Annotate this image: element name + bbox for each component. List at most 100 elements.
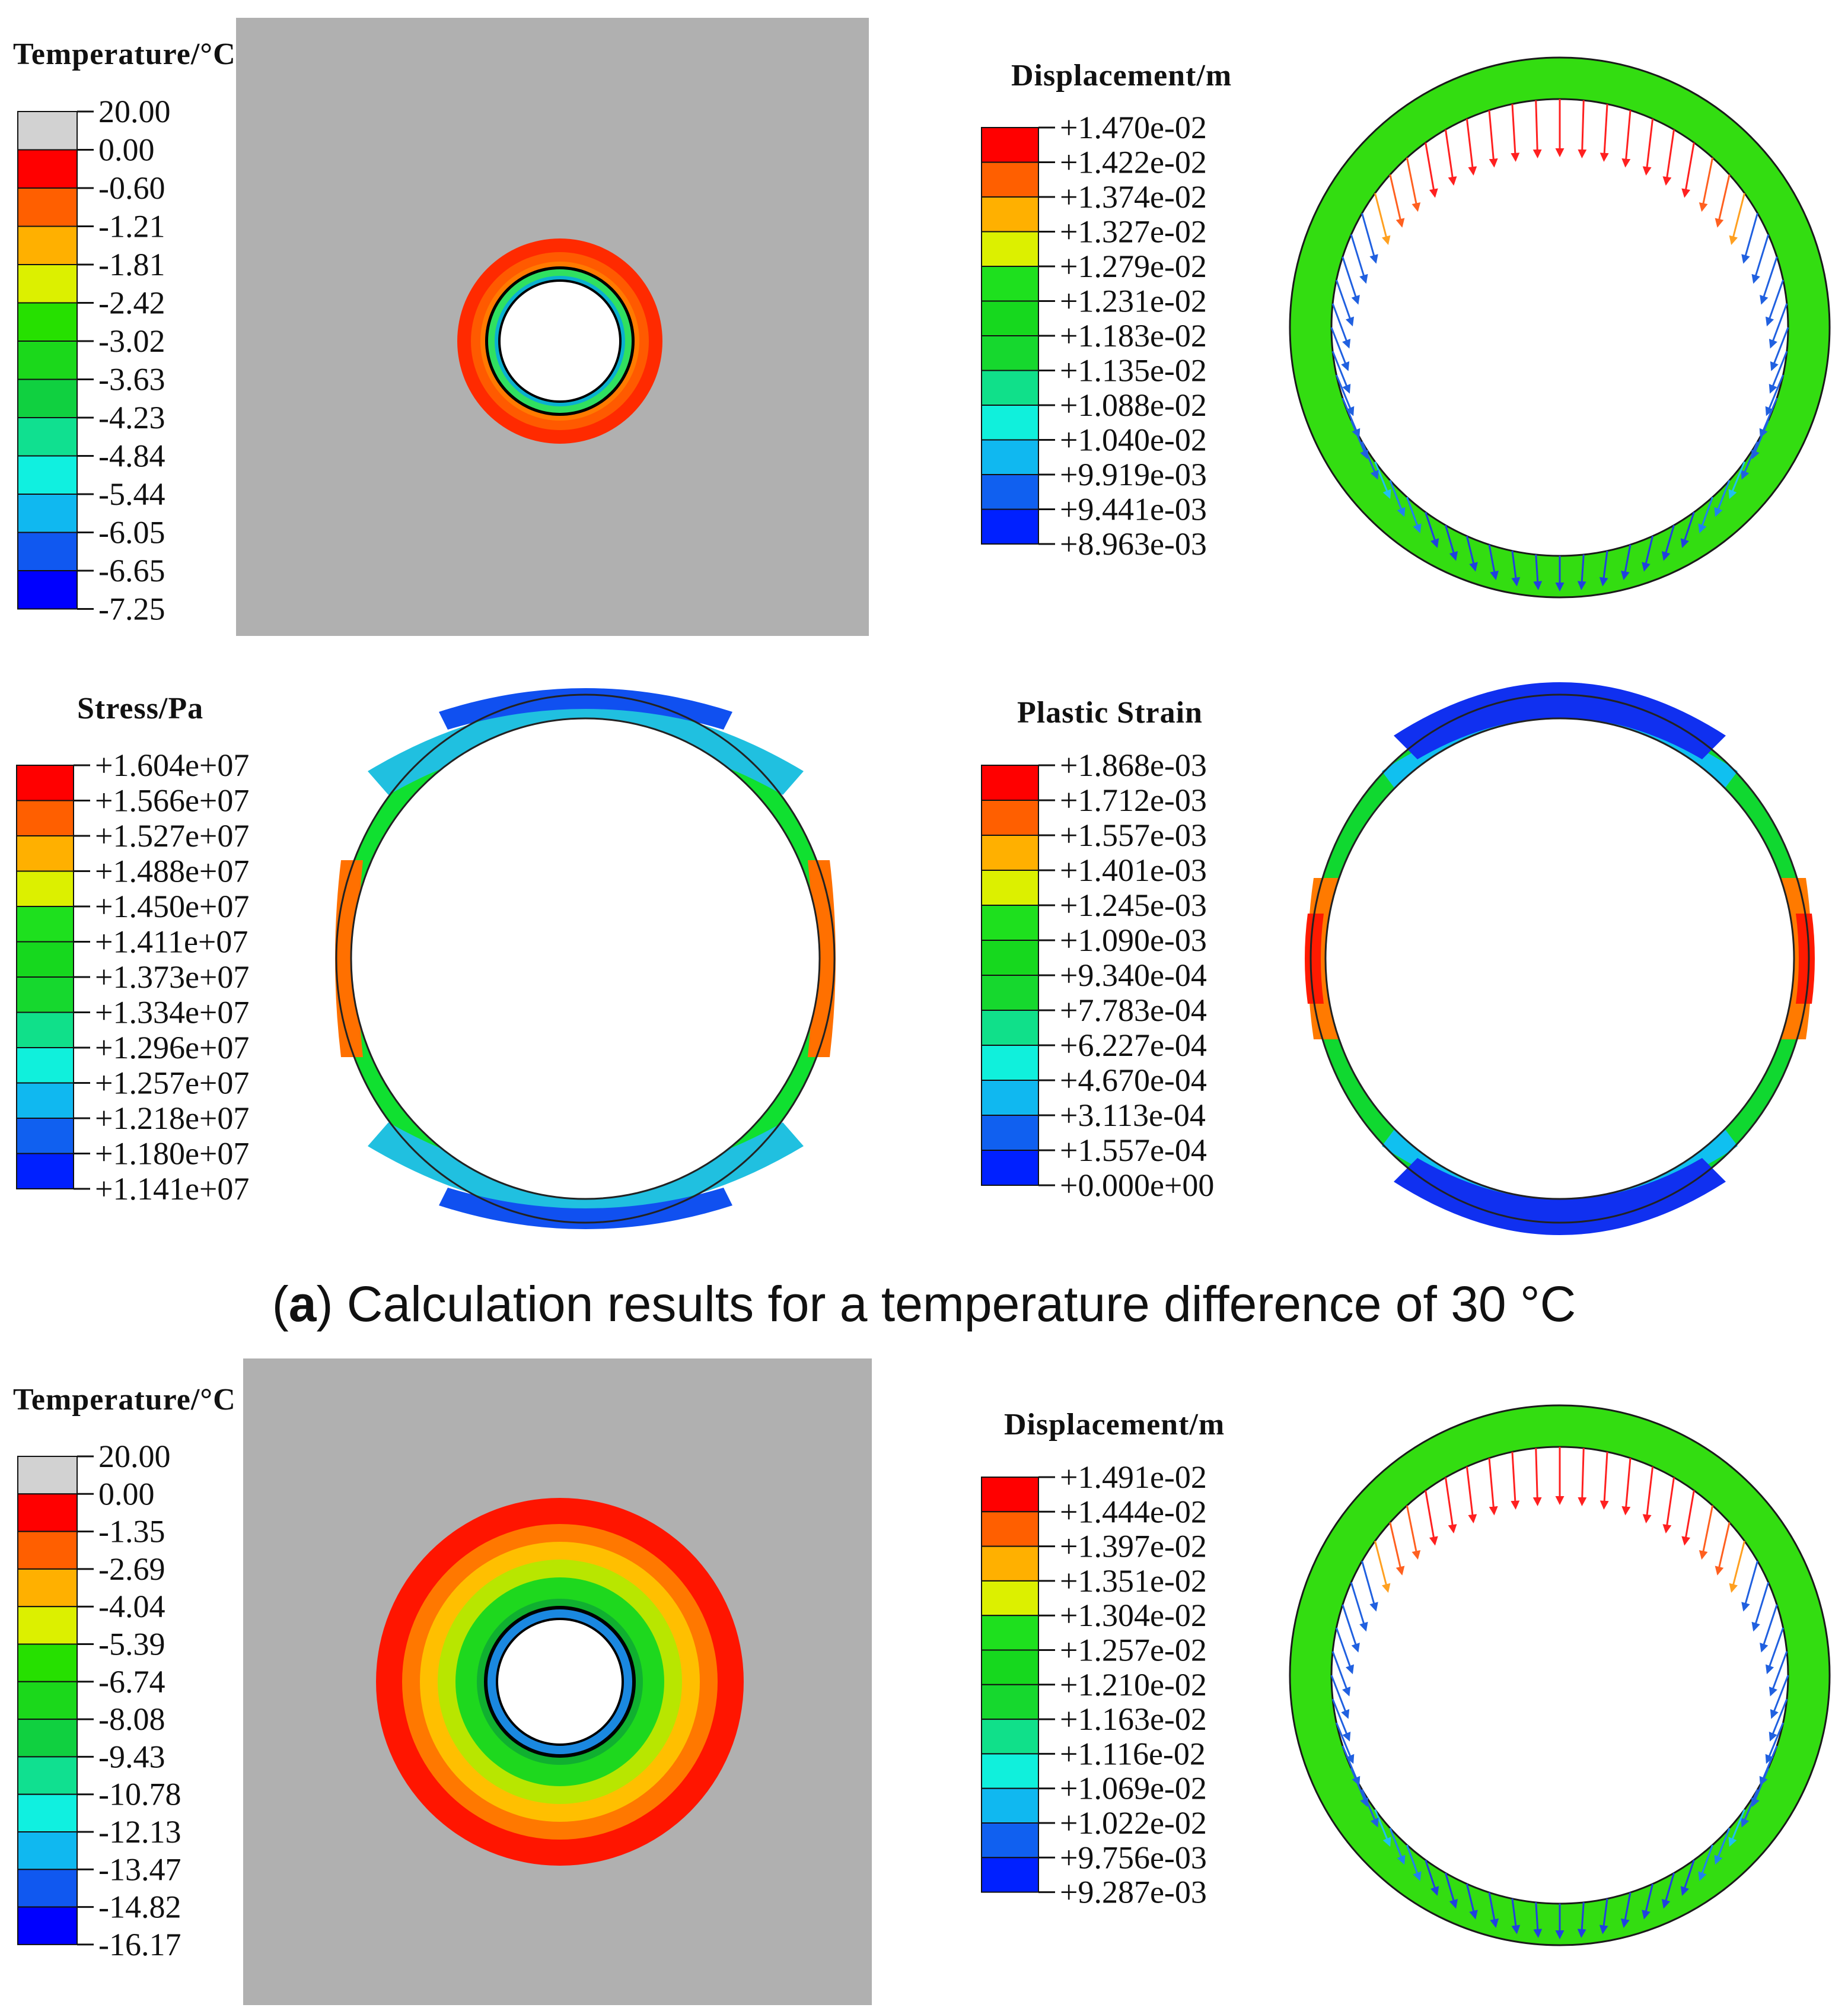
displacement-arrow [1336, 374, 1355, 416]
temp2-legend-band [17, 1531, 78, 1570]
displacement-arrow [1751, 1768, 1770, 1808]
disp1-legend-band [981, 474, 1039, 510]
disp1-legend-label: +1.327e-02 [1060, 214, 1207, 250]
displacement-arrow [1374, 461, 1391, 499]
strain1-legend: +1.868e-03+1.712e-03+1.557e-03+1.401e-03… [981, 747, 1214, 1203]
temp2-legend-label: 0.00 [98, 1476, 155, 1512]
displacement-arrow [1511, 551, 1521, 587]
disp2-legend-label: +1.257e-02 [1060, 1633, 1207, 1668]
disp2-legend-label: +1.351e-02 [1060, 1563, 1207, 1599]
disp2-legend-band [981, 1684, 1039, 1720]
displacement-arrow [1465, 536, 1478, 572]
temp1-legend-label: -4.84 [98, 438, 165, 474]
disp1-legend-label: +1.374e-02 [1060, 179, 1207, 215]
stress1-legend-label: +1.373e+07 [95, 959, 249, 995]
stress1-legend-band [16, 800, 74, 836]
disp2-legend-band [981, 1787, 1039, 1824]
strain1-legend-band [981, 940, 1039, 976]
displacement-arrow [1698, 1844, 1714, 1882]
temp1-legend-band [17, 302, 78, 342]
temp1-legend-band [17, 455, 78, 495]
disp1-legend-label: +1.040e-02 [1060, 422, 1207, 458]
displacement-arrow [1621, 544, 1632, 581]
displacement-arrow [1488, 1892, 1499, 1929]
disp1-legend-label: +1.470e-02 [1060, 110, 1207, 145]
displacement-arrow [1331, 1651, 1351, 1697]
displacement-arrow [1680, 511, 1695, 548]
temp2-legend-band [17, 1719, 78, 1758]
temp1-legend-label: -3.02 [98, 323, 165, 359]
stress1-legend-label: +1.604e+07 [95, 747, 249, 783]
displacement-arrow [1406, 157, 1421, 212]
displacement-arrow [1331, 351, 1351, 394]
temp1-legend-label: -6.05 [98, 515, 165, 551]
temp1-legend-label: -0.60 [98, 170, 165, 206]
temp1-legend-label: -4.23 [98, 400, 165, 435]
disp1-legend-label: +1.279e-02 [1060, 249, 1207, 284]
displacement-arrow [1715, 1522, 1731, 1576]
temp2-legend-band [17, 1568, 78, 1608]
displacement-arrow [1699, 1505, 1714, 1560]
stress1-legend-band [16, 1047, 74, 1084]
displacement-arrow [1765, 374, 1784, 416]
stress1-legend-band [16, 835, 74, 872]
displacement-arrow [1532, 1448, 1542, 1506]
temp2-legend-band [17, 1756, 78, 1795]
displacement-arrow [1374, 1541, 1391, 1593]
displacement-arrow [1642, 119, 1654, 176]
disp1-legend-band [981, 266, 1039, 302]
displacement-arrow [1331, 1698, 1351, 1742]
temp1-legend: 20.000.00-0.60-1.21-1.81-2.42-3.02-3.63-… [17, 94, 171, 627]
strain1-legend-label: +3.113e-04 [1060, 1097, 1206, 1133]
displacement-arrow [1511, 1452, 1520, 1510]
temp2-legend-title: Temperature/°C [13, 1383, 236, 1417]
temp2-legend-band [17, 1906, 78, 1945]
displacement-arrow [1765, 279, 1785, 327]
stress1-legend-label: +1.141e+07 [95, 1171, 249, 1207]
stress1-legend-label: +1.527e+07 [95, 818, 249, 854]
displacement-arrow [1599, 1898, 1608, 1935]
displacement-arrow [1600, 1452, 1609, 1510]
displacement-arrow [1741, 1789, 1758, 1828]
temp2-legend: 20.000.00-1.35-2.69-4.04-5.39-6.74-8.08-… [17, 1439, 181, 1962]
displacement-arrow [1445, 1477, 1457, 1534]
temp1-legend-label: -7.25 [98, 591, 165, 627]
displacement-arrow [1342, 1745, 1360, 1786]
disp2-legend-band [981, 1580, 1039, 1617]
temp2-legend-label: -9.43 [98, 1739, 165, 1774]
disp2-legend-label: +1.491e-02 [1060, 1459, 1207, 1495]
temp1-legend-band [17, 187, 78, 227]
temp1-legend-band [17, 341, 78, 380]
temp2-legend-label: -1.35 [98, 1514, 165, 1550]
strain1-legend-band [981, 1150, 1039, 1186]
displacement-arrow [1389, 480, 1406, 517]
displacement-arrow [1741, 213, 1758, 264]
displacement-arrow [1714, 1828, 1731, 1865]
temp1-legend-band [17, 264, 78, 304]
displacement-arrow [1406, 497, 1422, 534]
stress1-legend-band [16, 1082, 74, 1119]
strain1-legend-band [981, 1115, 1039, 1151]
temp2-legend-label: -13.47 [98, 1851, 181, 1887]
displacement-arrow [1342, 397, 1360, 438]
disp2-legend-label: +1.069e-02 [1060, 1771, 1207, 1806]
disp2-legend-label: +1.210e-02 [1060, 1667, 1207, 1703]
temp2-legend-label: -8.08 [98, 1701, 165, 1737]
displacement-arrow [1511, 104, 1520, 162]
temp2-legend-label: -2.69 [98, 1551, 165, 1587]
disp2-legend-label: +1.444e-02 [1060, 1494, 1207, 1529]
displacement-arrow [1760, 256, 1778, 305]
displacement-arrow [1662, 1477, 1675, 1534]
disp1-legend-band [981, 300, 1039, 336]
displacement-arrow [1389, 1828, 1406, 1865]
temp2-legend-band [17, 1869, 78, 1908]
displacement-arrow [1642, 536, 1654, 572]
displacement-arrow [1465, 119, 1477, 176]
temp2-legend-band [17, 1606, 78, 1645]
disp1-legend-band [981, 161, 1039, 198]
disp1-legend-band [981, 405, 1039, 441]
displacement-arrow [1488, 110, 1498, 168]
temp2-legend-band [17, 1643, 78, 1682]
stress1-legend-label: +1.218e+07 [95, 1100, 249, 1136]
stress1-legend-label: +1.334e+07 [95, 995, 249, 1030]
